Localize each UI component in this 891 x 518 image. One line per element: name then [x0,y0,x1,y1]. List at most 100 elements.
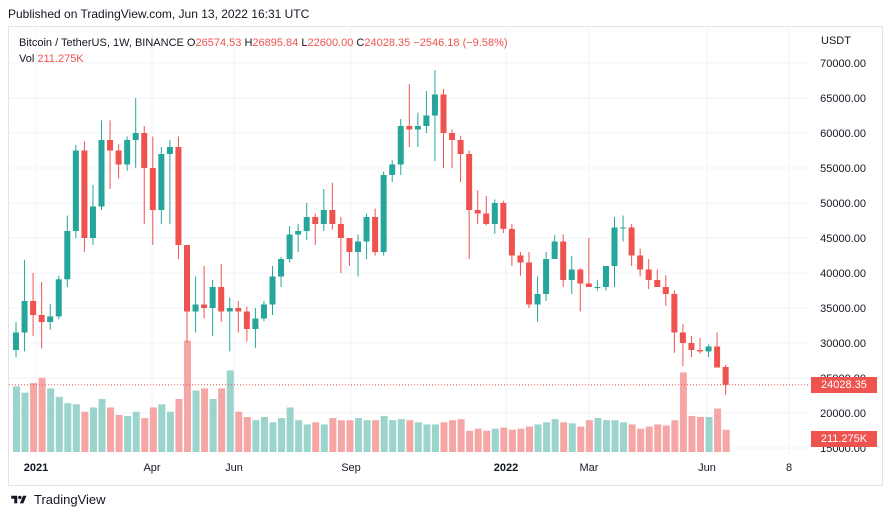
volume-bar [337,420,345,452]
candle-body [491,203,498,224]
candle-body [594,287,601,288]
volume-bar [491,428,499,452]
candlesticks [13,70,729,395]
high-label: H [244,37,253,49]
volume-bar [440,422,448,452]
candle-body [269,276,276,305]
volume-bar [628,424,636,452]
candle-body [312,217,319,224]
candle-body [337,224,344,238]
volume-bar [209,399,217,452]
brand-name: TradingView [34,492,106,507]
volume-bar [645,426,653,452]
candle-body [380,175,387,252]
candle-body [209,287,216,308]
candle-body [252,318,259,329]
candle-body [141,133,148,168]
volume-bar [363,420,371,452]
candle-body [560,241,567,280]
volume-bar [149,407,157,452]
x-tick-label: Sep [341,462,361,474]
candle-body [551,241,558,259]
y-tick-label: 30000.00 [820,338,866,350]
volume-bar [517,428,525,452]
candle-body [628,227,635,256]
last-price-badge: 24028.35 [811,377,877,393]
volume-bar [705,417,713,452]
y-tick-label: 50000.00 [820,198,866,210]
candle-body [243,311,250,329]
candle-body [722,366,729,385]
candle-body [175,147,182,245]
candle-body [440,94,447,133]
high-value: 26895.84 [252,37,299,49]
ohlc-row: Bitcoin / TetherUS, 1W, BINANCE O26574.5… [19,35,508,51]
candle-body [30,301,37,315]
chart-frame [8,26,883,486]
volume-bar [474,428,482,452]
candle-body [132,133,139,140]
candle-body [517,255,524,263]
candle-body [697,350,703,352]
volume-bar [577,426,585,452]
x-tick-label: Jun [225,462,243,474]
candle-body [295,231,302,235]
y-tick-label: 35000.00 [820,303,866,315]
candle-body [166,147,173,154]
volume-bar [585,420,593,452]
candle-body [654,280,661,287]
price-axis: 70000.00 65000.00 60000.00 55000.00 50000.00… [820,58,866,455]
volume-bar [372,420,380,452]
volume-bar [389,420,397,452]
volume-bar [47,388,55,452]
close-value: 24028.35 [364,37,411,49]
volume-bar [201,388,209,452]
candle-body [286,234,293,259]
volume-bar [312,422,320,452]
candle-body [449,133,456,140]
time-axis: 2021 Apr Jun Sep 2022 Mar Jun 8 [24,462,792,474]
currency-label[interactable]: USDT [821,35,851,47]
tradingview-brand[interactable]: TradingView [10,492,106,507]
volume-bar [654,424,662,452]
volume-bar [543,422,551,452]
volume-bar [64,403,72,452]
volume-bar [526,426,533,452]
low-value: 22600.00 [307,37,354,49]
volume-bar [141,418,149,452]
candle-body [303,217,310,231]
candle-body [585,283,592,287]
symbol-title[interactable]: Bitcoin / TetherUS, 1W, BINANCE [19,37,184,49]
candle-body [474,210,481,214]
volume-bar [431,424,439,452]
candle-body [355,241,361,252]
candle-body [637,255,644,270]
x-tick-label: Jun [698,462,716,474]
y-tick-label: 60000.00 [820,128,866,140]
volume-bar [483,430,491,452]
volume-row: Vol 211.275K [19,51,508,67]
volume-label[interactable]: Vol [19,53,35,65]
candle-body [260,304,267,319]
candle-body [226,308,233,312]
volume-bar [38,377,46,452]
volume-bar [166,411,174,452]
volume-bar [466,430,474,452]
volume-bar [226,370,234,452]
candle-body [620,227,627,229]
volume-bar [252,420,260,452]
candle-body [13,332,19,350]
volume-bar [568,423,576,452]
candle-body [662,287,669,294]
volume-bar [72,404,80,452]
volume-bar [671,420,679,452]
volume-bar [355,418,362,452]
candle-body [184,245,190,312]
volume-bar [55,396,63,452]
volume-bars [13,340,730,452]
volume-bar [662,425,670,452]
candle-body [688,343,695,350]
candle-body [124,140,131,165]
volume-bar [611,420,619,452]
